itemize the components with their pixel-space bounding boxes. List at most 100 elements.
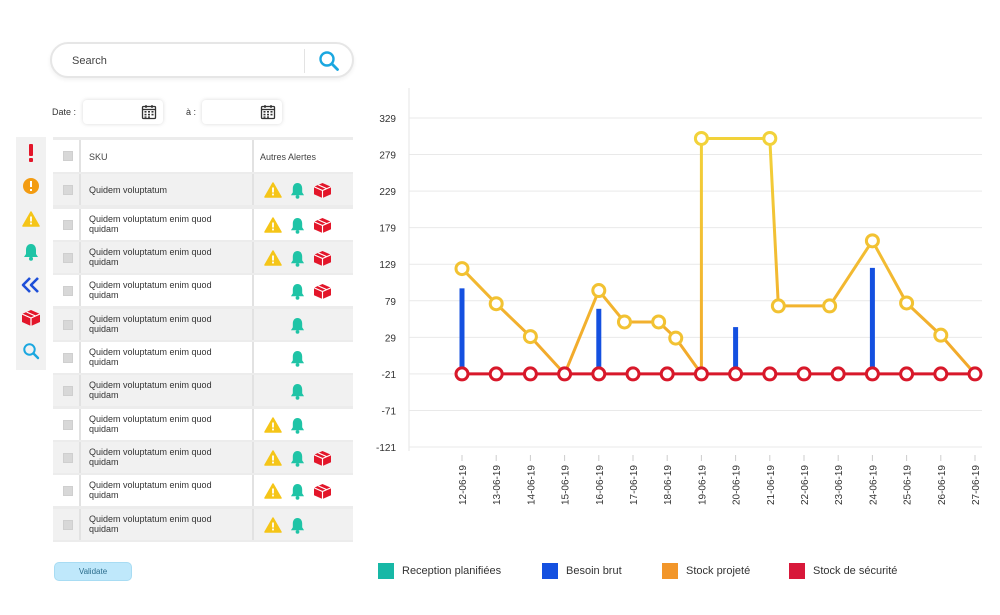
column-divider — [79, 275, 81, 306]
filter-bell-button[interactable] — [19, 240, 43, 264]
x-tick-label: 24-06-19 — [868, 465, 879, 505]
x-tick-label: 12-06-19 — [458, 465, 469, 505]
bell-icon[interactable] — [288, 316, 307, 335]
warning-icon[interactable] — [263, 216, 282, 235]
warning-icon[interactable] — [263, 249, 282, 268]
row-checkbox[interactable] — [63, 320, 73, 330]
warning-icon[interactable] — [263, 516, 282, 535]
point-stock-projete — [693, 130, 709, 146]
column-divider — [252, 409, 254, 440]
row-checkbox[interactable] — [63, 453, 73, 463]
row-checkbox[interactable] — [63, 253, 73, 263]
stock-chart: 329 279 229 179 129 79 29 -21 -71 -121 12-06-19 13-… — [362, 88, 992, 528]
bell-icon[interactable] — [288, 382, 307, 401]
row-checkbox[interactable] — [63, 486, 73, 496]
calendar-icon[interactable] — [141, 104, 157, 120]
validate-button[interactable]: Validate — [54, 562, 132, 581]
row-checkbox[interactable] — [63, 420, 73, 430]
select-all-checkbox[interactable] — [63, 151, 73, 161]
row-checkbox[interactable] — [63, 185, 73, 195]
legend-item-stock-securite: Stock de sécurité — [789, 563, 897, 579]
warning-icon[interactable] — [263, 181, 282, 200]
bell-icon[interactable] — [288, 449, 307, 468]
filter-backward-button[interactable] — [19, 273, 43, 297]
row-checkbox[interactable] — [63, 220, 73, 230]
x-tick-label: 17-06-19 — [629, 465, 640, 505]
row-alerts — [263, 180, 343, 200]
table-row[interactable]: Quidem voluptatum enim quod quidam — [53, 209, 353, 240]
y-tick-label: 229 — [379, 187, 396, 198]
table-row[interactable]: Quidem voluptatum enim quod quidam — [53, 275, 353, 306]
point-stock-securite — [864, 366, 880, 382]
sku-label: Quidem voluptatum enim quod quidam — [89, 347, 212, 367]
warning-icon[interactable] — [263, 482, 282, 501]
row-alerts — [263, 281, 343, 301]
sku-label: Quidem voluptatum enim quod quidam — [89, 280, 212, 300]
date-from-field — [83, 100, 163, 124]
empty-icon-slot — [263, 316, 282, 335]
point-stock-projete — [762, 130, 778, 146]
table-row[interactable]: Quidem voluptatum enim quod quidam — [53, 475, 353, 506]
box-icon[interactable] — [313, 181, 332, 200]
point-stock-securite — [557, 366, 573, 382]
table-row[interactable]: Quidem voluptatum enim quod quidam — [53, 309, 353, 340]
bell-icon[interactable] — [288, 349, 307, 368]
search-divider — [304, 49, 305, 73]
row-checkbox[interactable] — [63, 286, 73, 296]
point-stock-projete — [616, 314, 632, 330]
date-from-label: Date : — [52, 107, 77, 117]
row-checkbox[interactable] — [63, 520, 73, 530]
column-divider — [252, 475, 254, 506]
filter-box-button[interactable] — [19, 306, 43, 330]
point-stock-projete — [454, 261, 470, 277]
box-icon[interactable] — [313, 216, 332, 235]
bell-icon — [24, 244, 38, 261]
filter-search-button[interactable] — [19, 339, 43, 363]
filter-alert-button[interactable] — [19, 174, 43, 198]
x-tick-label: 14-06-19 — [526, 465, 537, 505]
y-tick-label: 329 — [379, 114, 396, 125]
bell-icon[interactable] — [288, 416, 307, 435]
box-icon[interactable] — [313, 249, 332, 268]
bell-icon[interactable] — [288, 216, 307, 235]
row-checkbox[interactable] — [63, 353, 73, 363]
bell-icon[interactable] — [288, 282, 307, 301]
point-stock-securite — [454, 366, 470, 382]
filter-critical-button[interactable] — [19, 141, 43, 165]
x-tick-label: 26-06-19 — [937, 465, 948, 505]
table-row[interactable]: Quidem voluptatum enim quod quidam — [53, 242, 353, 273]
search-button[interactable] — [314, 48, 344, 74]
table-row[interactable]: Quidem voluptatum enim quod quidam — [53, 409, 353, 440]
sku-label: Quidem voluptatum enim quod quidam — [89, 247, 212, 267]
alert-filter-column — [16, 137, 46, 370]
bar-besoin-brut — [733, 327, 739, 374]
warning-icon[interactable] — [263, 449, 282, 468]
bar-besoin-brut — [596, 308, 602, 374]
bell-icon[interactable] — [288, 181, 307, 200]
bell-icon[interactable] — [288, 516, 307, 535]
table-row[interactable]: Quidem voluptatum enim quod quidam — [53, 342, 353, 373]
bell-icon[interactable] — [288, 249, 307, 268]
date-from-input[interactable] — [89, 105, 139, 119]
x-tick-label: 25-06-19 — [903, 465, 914, 505]
warning-icon[interactable] — [263, 416, 282, 435]
sku-label: Quidem voluptatum enim quod quidam — [89, 314, 212, 334]
table-row[interactable]: Quidem voluptatum enim quod quidam — [53, 442, 353, 473]
filter-warning-button[interactable] — [19, 207, 43, 231]
point-stock-securite — [899, 366, 915, 382]
calendar-icon[interactable] — [260, 104, 276, 120]
date-to-input[interactable] — [208, 105, 258, 119]
row-checkbox[interactable] — [63, 386, 73, 396]
box-icon[interactable] — [313, 449, 332, 468]
box-icon[interactable] — [313, 482, 332, 501]
search-input[interactable] — [72, 52, 292, 70]
table-row[interactable]: Quidem voluptatum enim quod quidam — [53, 509, 353, 540]
table-row[interactable]: Quidem voluptatum — [53, 174, 353, 205]
table-row[interactable]: Quidem voluptatum enim quod quidam — [53, 375, 353, 406]
point-stock-securite — [659, 366, 675, 382]
box-icon[interactable] — [313, 282, 332, 301]
bell-icon[interactable] — [288, 482, 307, 501]
y-tick-label: 279 — [379, 151, 396, 162]
column-divider — [252, 174, 254, 205]
column-divider — [79, 209, 81, 240]
